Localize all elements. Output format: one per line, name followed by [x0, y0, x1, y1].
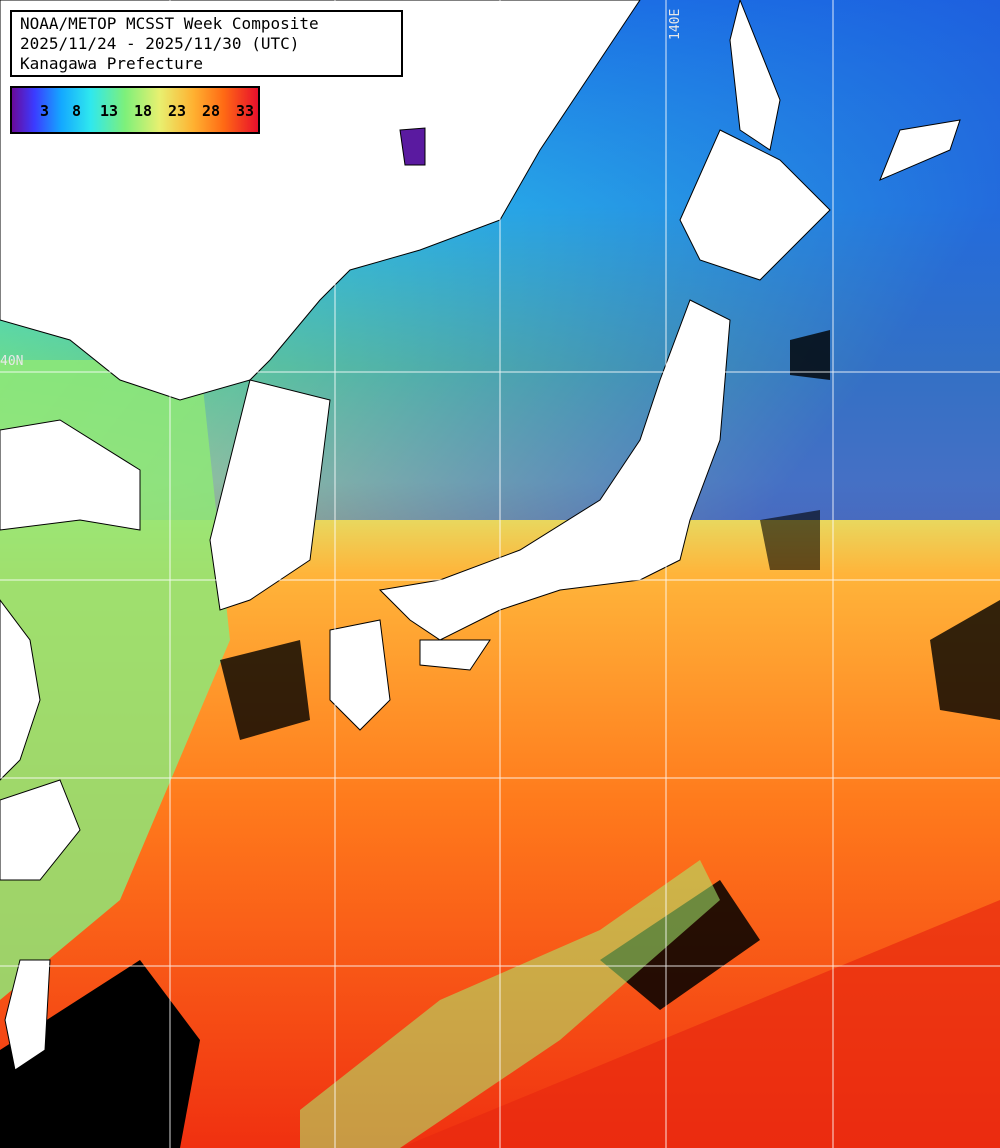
latitude-label: 40N: [0, 354, 24, 369]
shikoku: [419, 639, 491, 671]
china-coast-south: [0, 599, 41, 781]
korean-peninsula: [209, 379, 331, 611]
land: [0, 0, 961, 1071]
date-range: 2025/11/24 - 2025/11/30 (UTC): [20, 34, 300, 53]
map-title-box: NOAA/METOP MCSST Week Composite 2025/11/…: [10, 10, 403, 77]
longitude-label: 140E: [668, 8, 683, 40]
kuril-islands: [879, 119, 961, 181]
kyushu: [329, 619, 391, 731]
taiwan: [4, 959, 51, 1071]
sakhalin: [729, 0, 781, 151]
scale-tick: 8: [72, 102, 82, 120]
map-title: NOAA/METOP MCSST Week Composite: [20, 14, 319, 33]
scale-tick: 13: [100, 102, 119, 120]
color-scale: 3 8 13 18 23 28 33: [10, 86, 260, 134]
scale-tick: 18: [134, 102, 153, 120]
china-coast: [0, 419, 141, 531]
scale-tick: 23: [168, 102, 187, 120]
scale-tick: 3: [40, 102, 50, 120]
cold-lake-patch: [399, 127, 426, 166]
scale-tick: 28: [202, 102, 221, 120]
noise-region: [300, 860, 720, 1148]
china-coast-far-south: [0, 779, 81, 881]
hokkaido: [679, 129, 831, 281]
cloud-cover: [0, 330, 1000, 1148]
region-name: Kanagawa Prefecture: [20, 54, 204, 73]
scale-tick: 33: [236, 102, 255, 120]
kuroshio-warm-band: [400, 900, 1000, 1148]
